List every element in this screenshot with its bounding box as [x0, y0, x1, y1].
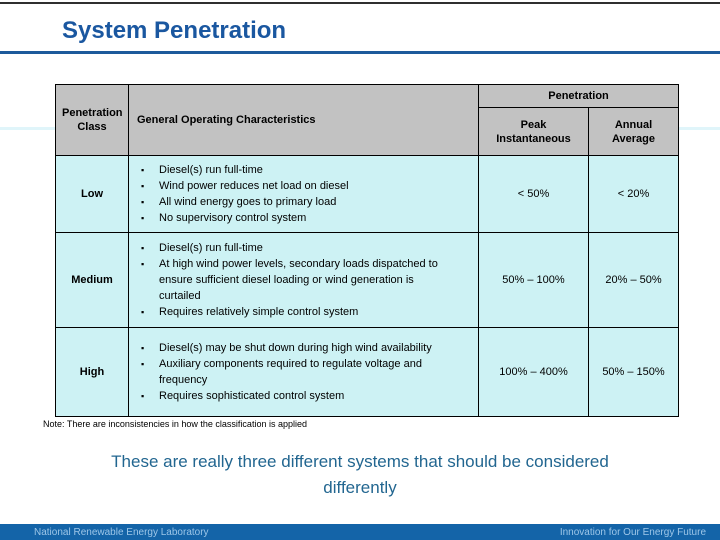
bullet-text: At high wind power levels, secondary loa…: [159, 258, 438, 302]
characteristics-cell: ▪ Diesel(s) may be shut down during high …: [128, 327, 479, 417]
header-penetration-class: Penetration Class: [55, 84, 129, 156]
bullet-icon: ▪: [141, 213, 145, 223]
bullet-text: No supervisory control system: [159, 212, 307, 224]
bullet-icon: ▪: [141, 165, 145, 175]
annual-cell: 20% – 50%: [587, 232, 680, 328]
bullet-list: ▪ Diesel(s) run full-time ▪ At high wind p…: [129, 240, 444, 320]
bullet-item: ▪ Diesel(s) run full-time: [129, 162, 444, 178]
bullet-icon: ▪: [141, 343, 145, 353]
bullet-text: Auxiliary components required to regulat…: [159, 358, 422, 386]
table-row-low: Low ▪ Diesel(s) run full-time ▪ Wind power…: [55, 155, 680, 233]
statement-line-1: These are really three different systems…: [111, 452, 609, 471]
footer-left-text: National Renewable Energy Laboratory: [34, 526, 209, 538]
bullet-text: All wind energy goes to primary load: [159, 196, 337, 208]
bullet-item: ▪ At high wind power levels, secondary lo…: [129, 256, 444, 304]
characteristics-cell: ▪ Diesel(s) run full-time ▪ At high wind p…: [128, 232, 479, 328]
bullet-text: Wind power reduces net load on diesel: [159, 180, 349, 192]
note-text: Note: There are inconsistencies in how t…: [43, 419, 307, 429]
top-border-line: [0, 2, 720, 4]
bullet-item: ▪ No supervisory control system: [129, 210, 444, 226]
bullet-list: ▪ Diesel(s) run full-time ▪ Wind power red…: [129, 162, 444, 226]
penetration-table: Penetration Class General Operating Char…: [55, 84, 680, 417]
bullet-icon: ▪: [141, 181, 145, 191]
header-operating-characteristics: General Operating Characteristics: [128, 84, 479, 156]
bullet-item: ▪ Requires relatively simple control syst…: [129, 304, 444, 320]
bullet-icon: ▪: [141, 359, 145, 369]
header-penetration-group: Penetration: [477, 84, 680, 108]
header-annual-average: Annual Average: [587, 107, 680, 156]
bullet-icon: ▪: [141, 243, 145, 253]
bullet-icon: ▪: [141, 197, 145, 207]
bullet-text: Requires relatively simple control syste…: [159, 306, 359, 318]
title-underline: [0, 51, 720, 54]
bullet-item: ▪ Diesel(s) run full-time: [129, 240, 444, 256]
bullet-text: Diesel(s) may be shut down during high w…: [159, 342, 432, 354]
table-header-row-1: Penetration Class General Operating Char…: [55, 84, 680, 156]
class-cell: Medium: [55, 232, 129, 328]
bullet-item: ▪ Wind power reduces net load on diesel: [129, 178, 444, 194]
bullet-icon: ▪: [141, 391, 145, 401]
bullet-item: ▪ Diesel(s) may be shut down during high …: [129, 340, 444, 356]
bullet-text: Requires sophisticated control system: [159, 390, 345, 402]
peak-cell: 100% – 400%: [478, 327, 589, 417]
class-cell: Low: [55, 155, 129, 233]
peak-cell: < 50%: [478, 155, 589, 233]
bullet-item: ▪ Requires sophisticated control system: [129, 388, 444, 404]
table-header-row-2: Peak Instantaneous Annual Average: [56, 107, 680, 156]
bullet-icon: ▪: [141, 259, 145, 269]
bullet-text: Diesel(s) run full-time: [159, 242, 263, 254]
footer-bar: National Renewable Energy Laboratory Inn…: [0, 524, 720, 540]
peak-cell: 50% – 100%: [478, 232, 589, 328]
statement-line-2: differently: [323, 478, 397, 497]
bullet-icon: ▪: [141, 307, 145, 317]
bullet-item: ▪ All wind energy goes to primary load: [129, 194, 444, 210]
annual-cell: 50% – 150%: [587, 327, 680, 417]
annual-cell: < 20%: [587, 155, 680, 233]
bullet-item: ▪ Auxiliary components required to regula…: [129, 356, 444, 388]
table-row-medium: Medium ▪ Diesel(s) run full-time ▪ At high…: [55, 232, 680, 328]
bullet-list: ▪ Diesel(s) may be shut down during high …: [129, 340, 444, 404]
header-peak-instantaneous: Peak Instantaneous: [478, 107, 589, 156]
bullet-text: Diesel(s) run full-time: [159, 164, 263, 176]
page-title: System Penetration: [62, 17, 287, 44]
characteristics-cell: ▪ Diesel(s) run full-time ▪ Wind power red…: [128, 155, 479, 233]
statement-text: These are really three different systems…: [0, 449, 720, 501]
class-cell: High: [55, 327, 129, 417]
table-row-high: High ▪ Diesel(s) may be shut down during …: [55, 327, 680, 417]
footer-right-text: Innovation for Our Energy Future: [559, 526, 706, 538]
